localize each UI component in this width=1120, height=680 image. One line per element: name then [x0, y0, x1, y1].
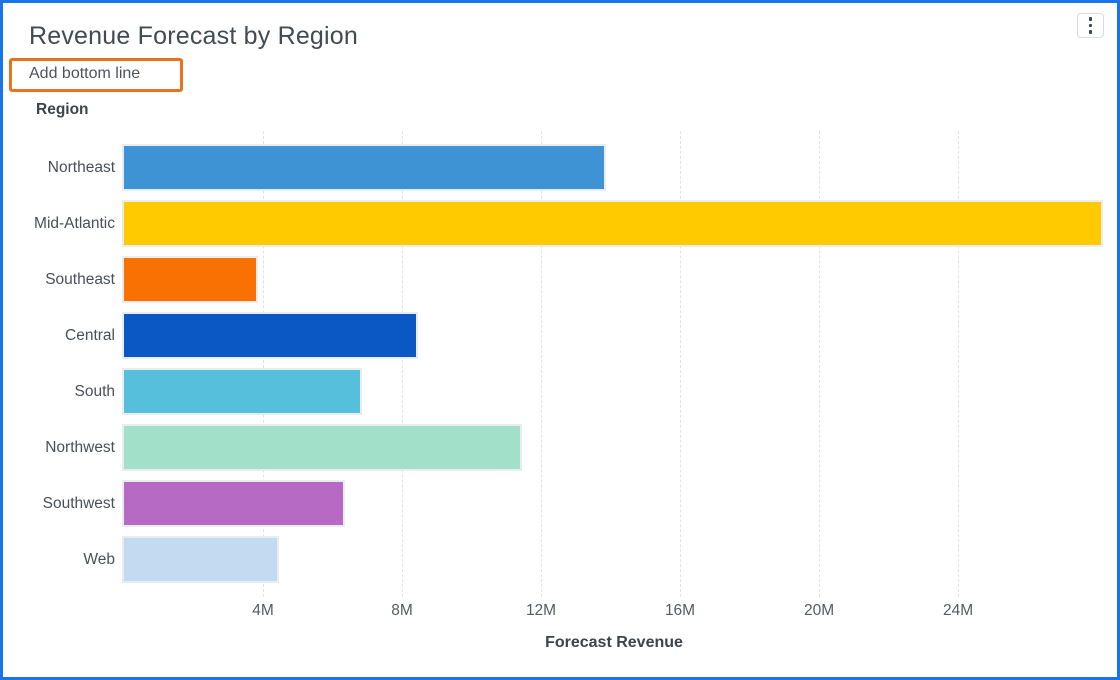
- bar-track: [124, 258, 1104, 301]
- bar-track: [124, 370, 1104, 413]
- category-label: South: [74, 382, 115, 400]
- x-tick-label: 8M: [391, 602, 413, 619]
- bar-track: [124, 146, 1104, 189]
- chart-row-northeast: Northeast: [3, 146, 1104, 189]
- gridlines: [124, 131, 1104, 597]
- bar-central[interactable]: [124, 314, 416, 357]
- chart-row-south: South: [3, 370, 1104, 413]
- bar-southeast[interactable]: [124, 258, 257, 301]
- bar-web[interactable]: [124, 538, 277, 581]
- x-tick-label: 24M: [942, 602, 974, 619]
- bar-track: [124, 202, 1104, 245]
- chart-row-web: Web: [3, 538, 1104, 581]
- x-tick-label: 16M: [664, 602, 696, 619]
- bar-southwest[interactable]: [124, 482, 343, 525]
- gridline: [263, 131, 264, 597]
- gridline: [402, 131, 403, 597]
- more-options-button[interactable]: [1077, 13, 1104, 38]
- chart-row-mid-atlantic: Mid-Atlantic: [3, 202, 1104, 245]
- bar-track: [124, 538, 1104, 581]
- x-tick-label: 12M: [525, 602, 557, 619]
- category-label: Southeast: [45, 270, 115, 288]
- chart-row-southeast: Southeast: [3, 258, 1104, 301]
- chart-row-central: Central: [3, 314, 1104, 357]
- chart-rows: Northeast Mid-Atlantic Southeast Central Sou…: [3, 131, 1117, 597]
- chart-row-southwest: Southwest: [3, 482, 1104, 525]
- bar-northwest[interactable]: [124, 426, 521, 469]
- kebab-vertical-icon: [1088, 17, 1093, 21]
- gridline: [958, 131, 960, 597]
- bar-track: [124, 314, 1104, 357]
- add-bottom-line-label: Add bottom line: [29, 65, 141, 82]
- page-title: Revenue Forecast by Region: [29, 22, 358, 50]
- bar-track: [124, 426, 1104, 469]
- gridline: [819, 131, 821, 597]
- category-label: Northwest: [45, 438, 115, 456]
- category-label: Central: [65, 326, 115, 344]
- x-tick-label: 4M: [252, 602, 274, 619]
- category-label: Southwest: [42, 494, 115, 512]
- x-axis-title: Forecast Revenue: [545, 634, 683, 651]
- category-label: Web: [83, 550, 115, 568]
- x-tick-label: 20M: [803, 602, 835, 619]
- bar-south[interactable]: [124, 370, 361, 413]
- add-bottom-line-button[interactable]: Add bottom line: [9, 58, 184, 92]
- bar-chart-plot: Northeast Mid-Atlantic Southeast Central Sou…: [3, 131, 1117, 597]
- category-label: Northeast: [47, 158, 115, 176]
- bar-track: [124, 482, 1104, 525]
- category-label: Mid-Atlantic: [34, 214, 115, 232]
- bar-mid-atlantic[interactable]: [124, 202, 1101, 245]
- region-axis-title: Region: [36, 101, 89, 118]
- gridline: [680, 131, 682, 597]
- x-axis: 4M 8M 12M 16M 20M 24M: [124, 599, 1104, 623]
- gridline: [541, 131, 543, 597]
- chart-row-northwest: Northwest: [3, 426, 1104, 469]
- bar-northeast[interactable]: [124, 146, 604, 189]
